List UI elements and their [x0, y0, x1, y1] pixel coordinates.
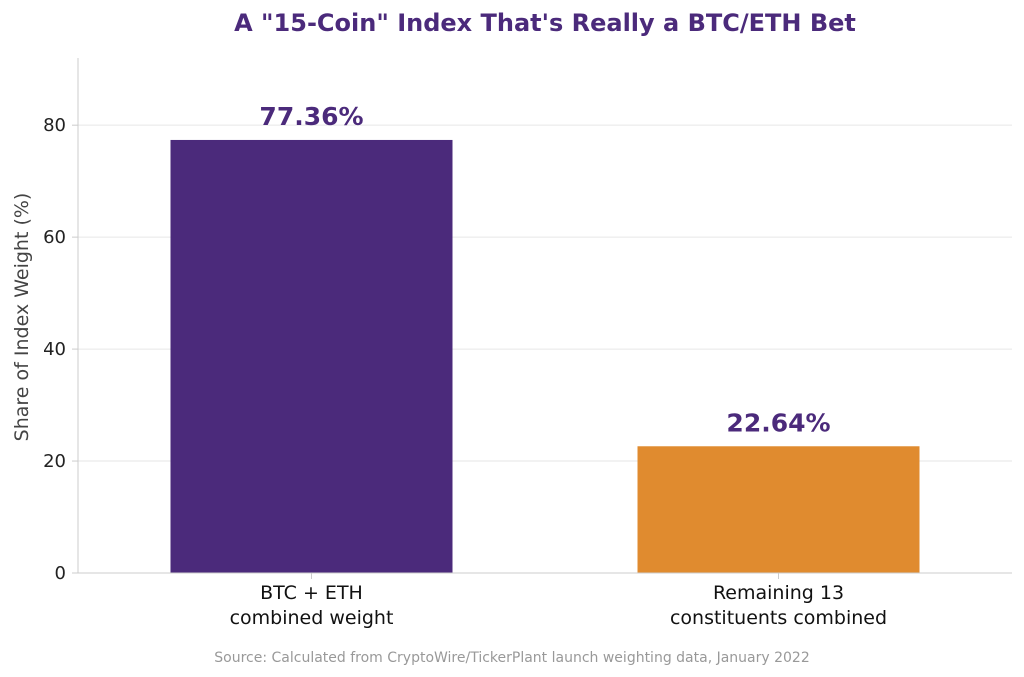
bars	[170, 139, 920, 573]
x-axis-ticks: BTC + ETH combined weight Remaining 13 cons…	[230, 573, 887, 629]
data-labels: 77.36% 22.64%	[259, 102, 830, 437]
chart-title: A "15-Coin" Index That's Really a BTC/ET…	[234, 9, 856, 37]
y-axis-label: Share of Index Weight (%)	[11, 193, 33, 442]
y-axis-ticks: 0 20 40 60 80	[43, 115, 78, 584]
x-tick-label: combined weight	[230, 607, 394, 629]
y-tick-label: 80	[43, 115, 66, 136]
data-label: 22.64%	[726, 408, 830, 437]
y-tick-label: 0	[55, 563, 66, 584]
x-tick-label: BTC + ETH	[260, 582, 363, 604]
y-tick-label: 60	[43, 227, 66, 248]
bar	[637, 446, 920, 573]
bar	[170, 139, 453, 573]
y-tick-label: 20	[43, 451, 66, 472]
source-note: Source: Calculated from CryptoWire/Ticke…	[214, 650, 810, 666]
x-tick-label: Remaining 13	[713, 582, 844, 604]
x-tick-label: constituents combined	[670, 607, 887, 629]
data-label: 77.36%	[259, 102, 363, 131]
y-tick-label: 40	[43, 339, 66, 360]
